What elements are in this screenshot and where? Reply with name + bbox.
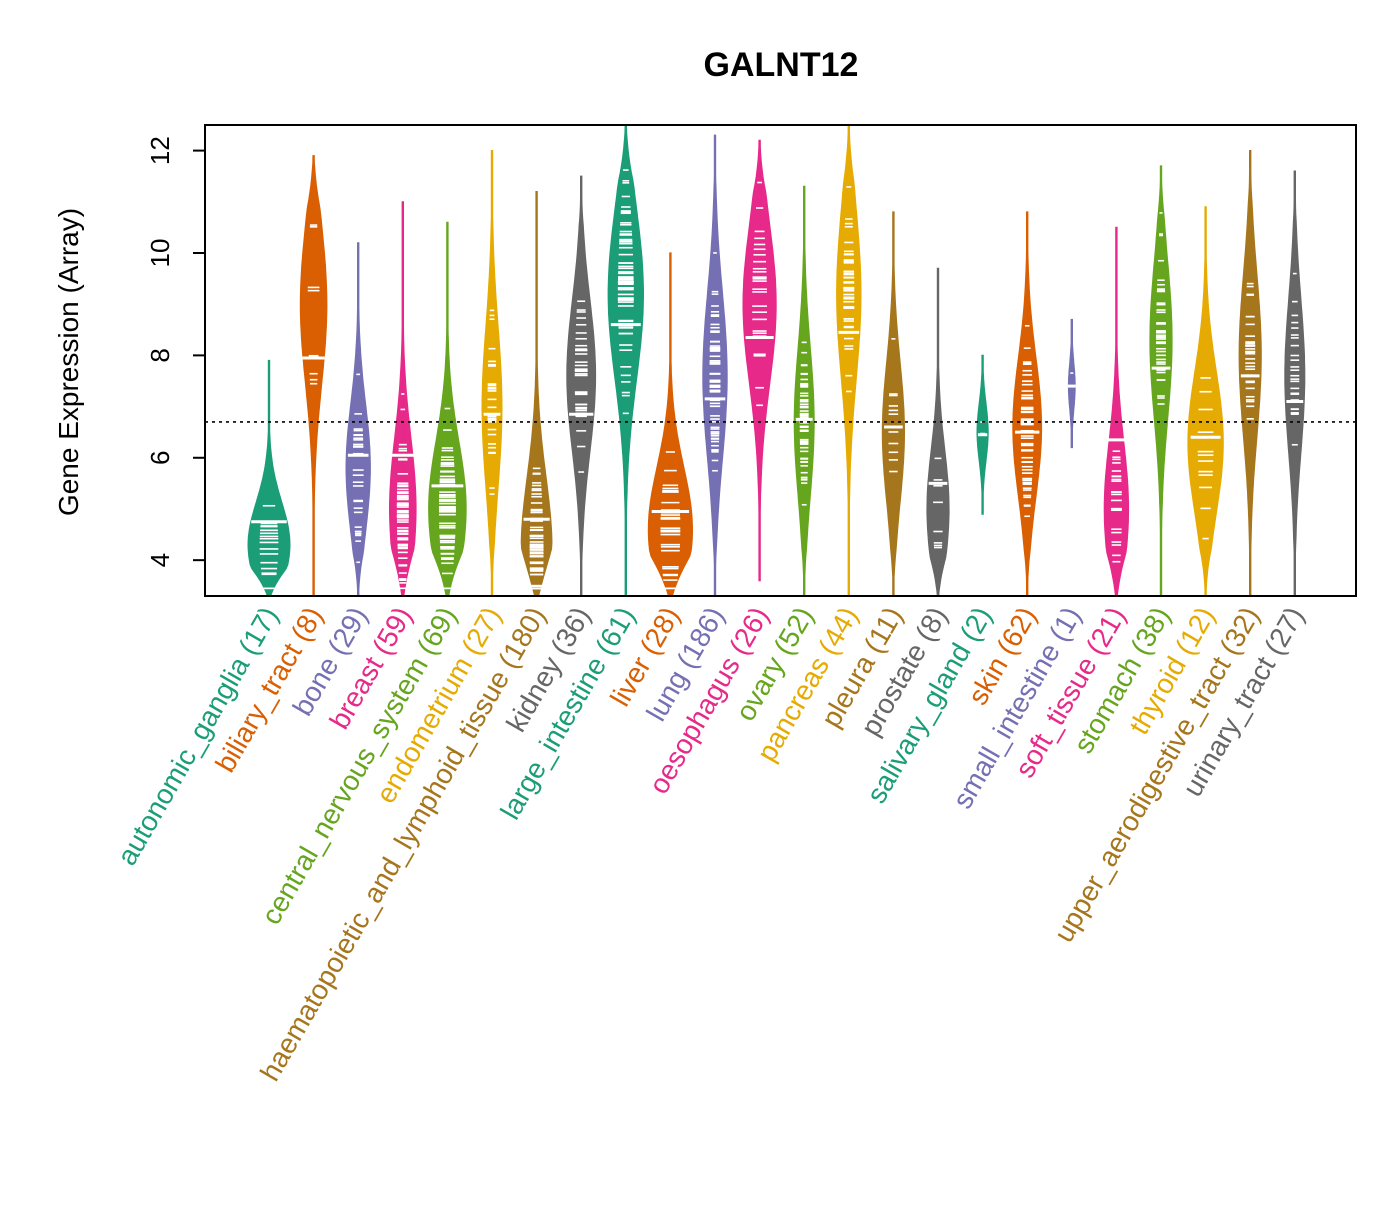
violin-prostate [926, 267, 950, 597]
violin-large_intestine [607, 124, 644, 597]
y-tick-label: 4 [145, 553, 175, 567]
violin-thyroid [1187, 206, 1224, 597]
violin-autonomic_ganglia [247, 359, 291, 597]
violin-biliary_tract [299, 155, 328, 597]
violin-oesophagus [742, 139, 777, 582]
y-axis: 4 6 8 10 12 [145, 136, 205, 567]
violin-pleura [881, 211, 905, 597]
violin-skin [1012, 211, 1043, 597]
y-tick-label: 6 [145, 451, 175, 465]
violin-salivary_gland [976, 354, 989, 515]
violin-upper_aerodigestive_tract [1238, 150, 1262, 597]
y-tick-label: 10 [145, 239, 175, 268]
violin-kidney [566, 175, 597, 597]
violins [247, 124, 1306, 597]
violin-urinary_tract [1284, 170, 1306, 597]
violin-pancreas [836, 124, 862, 597]
violin-bone [345, 242, 371, 597]
violin-breast [389, 201, 417, 597]
violin-haematopoietic_and_lymphoid_tissue [520, 191, 553, 597]
chart-title: GALNT12 [704, 46, 859, 84]
violin-liver [647, 252, 693, 597]
y-tick-label: 12 [145, 136, 175, 165]
y-tick-label: 8 [145, 348, 175, 362]
violin-ovary [793, 185, 815, 597]
violin-small_intestine [1067, 318, 1076, 449]
violin-endometrium [481, 150, 503, 597]
violin-soft_tissue [1103, 226, 1130, 597]
violin-stomach [1149, 165, 1173, 597]
x-axis-labels: autonomic_ganglia (17)biliary_tract (8)b… [111, 602, 1310, 1087]
plot-frame [204, 124, 1357, 597]
y-axis-label: Gene Expression (Array) [53, 208, 84, 516]
violin-lung [702, 134, 728, 597]
violin-central_nervous_system [428, 221, 467, 597]
